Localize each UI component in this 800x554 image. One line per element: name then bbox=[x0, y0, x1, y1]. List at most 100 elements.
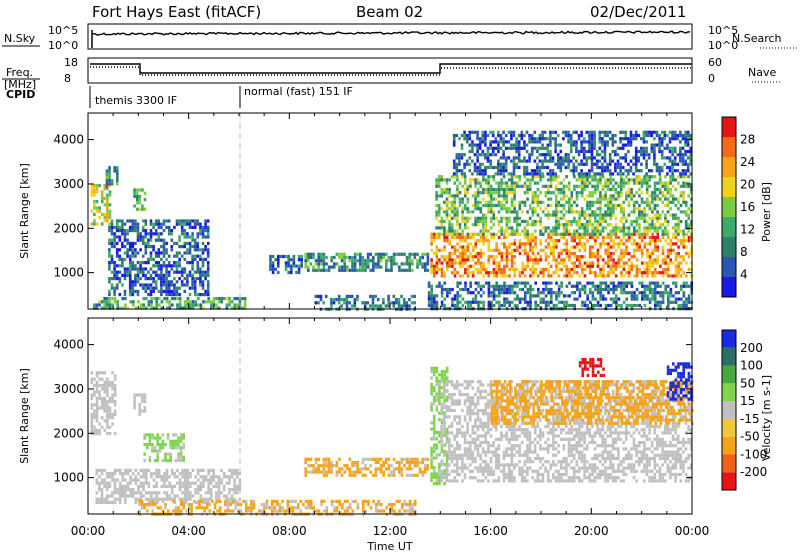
power-cell bbox=[647, 130, 651, 134]
power-cell bbox=[136, 270, 140, 274]
velocity-cell bbox=[113, 488, 117, 492]
power-cell bbox=[536, 169, 539, 173]
power-cell bbox=[521, 271, 524, 275]
power-cell bbox=[508, 187, 511, 192]
power-cell bbox=[620, 291, 623, 295]
power-cell bbox=[650, 146, 654, 150]
power-cell bbox=[508, 191, 511, 195]
power-cell bbox=[637, 156, 641, 160]
power-cell bbox=[689, 172, 693, 176]
power-cell bbox=[492, 303, 496, 308]
power-cell bbox=[432, 264, 436, 268]
power-cell bbox=[492, 261, 496, 265]
power-cell bbox=[627, 232, 631, 236]
velocity-cell bbox=[90, 371, 94, 375]
power-cell bbox=[121, 257, 124, 261]
power-cell bbox=[453, 213, 457, 217]
power-cell bbox=[598, 137, 602, 141]
power-cell bbox=[513, 207, 516, 211]
velocity-cell bbox=[178, 481, 182, 485]
power-cell bbox=[332, 301, 336, 305]
power-cell bbox=[351, 262, 354, 266]
power-cell bbox=[603, 149, 607, 154]
power-cell bbox=[660, 156, 664, 160]
power-cell bbox=[633, 248, 636, 252]
power-cell bbox=[534, 197, 537, 201]
power-cell bbox=[685, 300, 688, 304]
power-cell bbox=[95, 190, 99, 194]
power-cell bbox=[478, 140, 482, 144]
power-cell bbox=[564, 153, 568, 157]
power-cell bbox=[243, 306, 247, 310]
power-cell bbox=[115, 273, 119, 277]
power-cell bbox=[567, 219, 571, 224]
power-cell bbox=[448, 191, 451, 195]
power-cell bbox=[627, 137, 630, 141]
power-cell bbox=[682, 229, 685, 233]
power-cell bbox=[482, 213, 485, 217]
power-cell bbox=[645, 178, 649, 182]
power-cell bbox=[498, 300, 501, 304]
power-cell bbox=[126, 270, 129, 274]
power-cell bbox=[494, 146, 498, 150]
power-cell bbox=[567, 223, 571, 227]
power-cell bbox=[490, 300, 493, 304]
velocity-cell bbox=[129, 468, 132, 472]
power-cell bbox=[180, 229, 184, 233]
power-cell bbox=[568, 248, 571, 252]
power-cell bbox=[478, 172, 482, 176]
power-cell bbox=[671, 169, 674, 173]
power-cell bbox=[550, 287, 553, 292]
power-cell bbox=[529, 255, 532, 259]
power-cell bbox=[304, 259, 307, 263]
power-cell bbox=[497, 271, 501, 275]
power-cell bbox=[562, 159, 565, 163]
power-cell bbox=[638, 216, 641, 220]
power-cell bbox=[217, 297, 221, 301]
power-cell bbox=[165, 264, 168, 268]
power-cell bbox=[433, 294, 436, 298]
power-cell bbox=[466, 258, 470, 262]
power-cell bbox=[591, 255, 595, 259]
power-cell bbox=[466, 291, 470, 295]
power-cell bbox=[134, 264, 137, 268]
power-cell bbox=[376, 298, 380, 302]
power-cell bbox=[416, 262, 419, 266]
power-cell bbox=[669, 251, 673, 256]
power-cell bbox=[523, 156, 526, 160]
power-cell bbox=[466, 255, 470, 259]
power-cell bbox=[609, 197, 613, 201]
power-cell bbox=[648, 264, 652, 268]
power-cell bbox=[552, 229, 555, 233]
power-cell bbox=[672, 300, 675, 304]
power-cell bbox=[614, 226, 618, 230]
power-cell bbox=[466, 287, 470, 292]
power-cell bbox=[607, 255, 610, 259]
power-cell bbox=[443, 178, 446, 182]
power-cell bbox=[580, 162, 583, 166]
power-cell bbox=[492, 191, 496, 195]
power-cell bbox=[635, 242, 639, 246]
power-cell bbox=[178, 261, 181, 265]
power-cell bbox=[523, 169, 526, 173]
power-cell bbox=[460, 143, 464, 147]
power-cell bbox=[486, 156, 490, 160]
power-cell bbox=[606, 210, 610, 214]
power-cell bbox=[487, 194, 490, 198]
power-cell bbox=[513, 239, 517, 243]
power-cell bbox=[524, 300, 527, 304]
power-cell bbox=[531, 239, 535, 243]
power-cell bbox=[596, 184, 600, 188]
power-cell bbox=[609, 267, 613, 272]
power-cell bbox=[580, 213, 584, 217]
power-cell bbox=[138, 207, 142, 211]
power-cell bbox=[152, 286, 155, 290]
power-cell bbox=[479, 251, 483, 256]
power-cell bbox=[474, 300, 478, 304]
velocity-cell bbox=[124, 491, 127, 495]
power-cell bbox=[490, 284, 493, 288]
power-cell bbox=[353, 301, 357, 305]
power-cell bbox=[563, 294, 566, 298]
power-cell bbox=[162, 229, 166, 233]
power-cell bbox=[116, 182, 119, 186]
